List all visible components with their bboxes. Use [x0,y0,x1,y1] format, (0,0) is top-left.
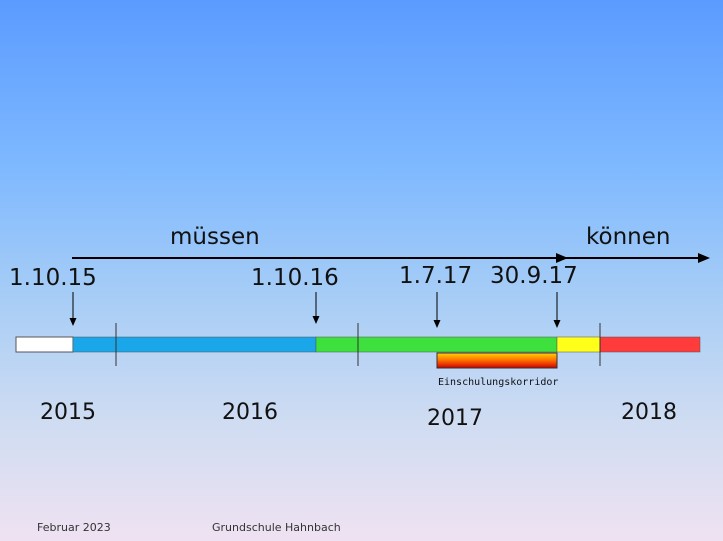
year-label: 2017 [427,406,483,431]
year-label: 2016 [222,400,278,425]
segment-yellow [556,336,601,353]
korridor-label: Einschulungskorridor [438,377,559,388]
mid-arrow-head [556,253,568,263]
date-arrow [553,292,561,328]
year-label: 2018 [621,400,677,425]
footer-school: Grundschule Hahnbach [212,521,341,534]
date-label: 30.9.17 [490,263,578,289]
date-arrow [433,292,441,328]
main-arrow-head [698,253,710,263]
footer-date: Februar 2023 [37,521,111,534]
label-koennen: können [586,224,671,250]
date-arrow [312,292,320,324]
segment-red [599,336,701,353]
label-muessen: müssen [170,224,260,250]
date-label: 1.10.15 [9,265,97,291]
date-arrow [69,292,77,326]
date-label: 1.10.16 [251,265,339,291]
year-label: 2015 [40,400,96,425]
segment-white [15,336,74,353]
korridor-bar [436,352,558,369]
date-label: 1.7.17 [399,263,473,289]
segment-green [315,336,558,353]
segment-blue [72,336,317,353]
